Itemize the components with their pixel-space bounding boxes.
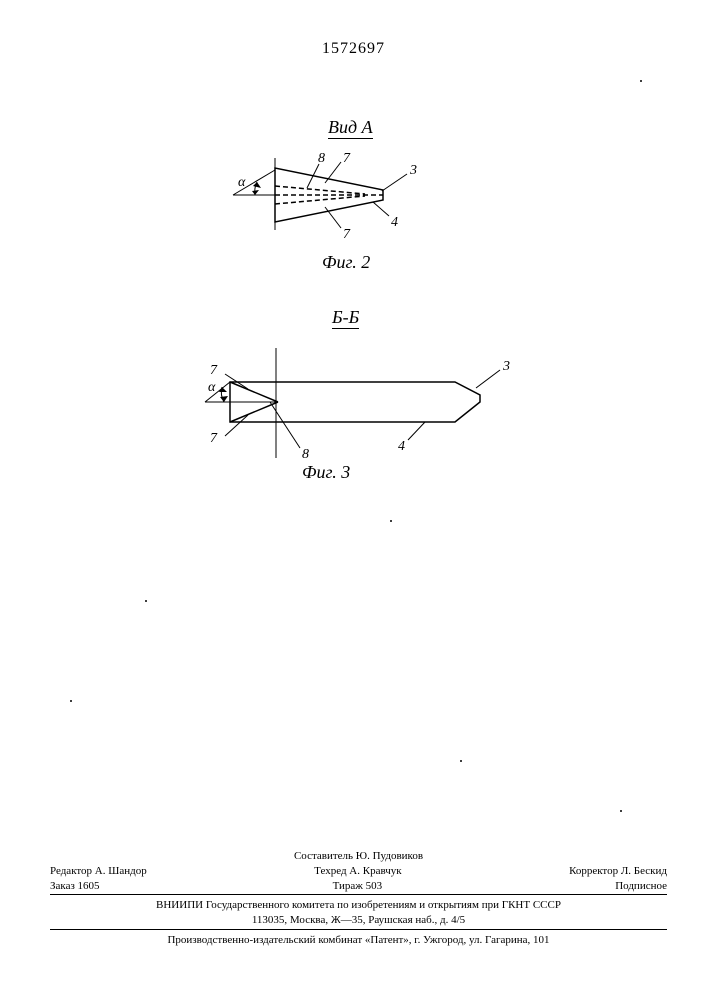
patent-number: 1572697 bbox=[0, 40, 707, 58]
label-3-3: 3 bbox=[502, 359, 510, 374]
label-7-bottom: 7 bbox=[343, 227, 351, 242]
footer: Составитель Ю. Пудовиков Редактор А. Шан… bbox=[50, 849, 667, 948]
footer-podpisnoe: Подписное bbox=[615, 879, 667, 894]
noise-dot bbox=[145, 600, 147, 602]
label-alpha: α bbox=[238, 175, 246, 190]
footer-compiler: Составитель Ю. Пудовиков bbox=[50, 849, 667, 864]
label-4: 4 bbox=[391, 215, 398, 230]
footer-order: Заказ 1605 bbox=[50, 879, 100, 894]
noise-dot bbox=[620, 810, 622, 812]
section-bb-title: Б-Б bbox=[332, 307, 359, 328]
fig3-caption: Фиг. 3 bbox=[302, 462, 350, 483]
footer-tirazh: Тираж 503 bbox=[333, 879, 383, 894]
label-8-3: 8 bbox=[302, 447, 309, 462]
fig2-caption: Фиг. 2 bbox=[322, 252, 370, 273]
patent-page: 1572697 Вид А bbox=[0, 0, 707, 1000]
noise-dot bbox=[460, 760, 462, 762]
figure-2: α 8 7 7 3 4 bbox=[215, 150, 495, 260]
label-7-top-3: 7 bbox=[210, 363, 218, 378]
noise-dot bbox=[70, 700, 72, 702]
noise-dot bbox=[640, 80, 642, 82]
label-4-3: 4 bbox=[398, 439, 405, 454]
footer-line2: 113035, Москва, Ж—35, Раушская наб., д. … bbox=[50, 913, 667, 928]
footer-line3: Производственно-издательский комбинат «П… bbox=[50, 933, 667, 948]
label-8: 8 bbox=[318, 151, 325, 166]
label-7-top: 7 bbox=[343, 151, 351, 166]
footer-editor: Редактор А. Шандор bbox=[50, 864, 147, 879]
footer-line1: ВНИИПИ Государственного комитета по изоб… bbox=[50, 898, 667, 913]
view-a-title: Вид А bbox=[328, 117, 373, 138]
figure-3: α 7 7 8 3 4 bbox=[170, 340, 530, 480]
footer-techred: Техред А. Кравчук bbox=[314, 864, 401, 879]
noise-dot bbox=[390, 520, 392, 522]
footer-corrector: Корректор Л. Бескид bbox=[569, 864, 667, 879]
label-3: 3 bbox=[409, 163, 417, 178]
label-alpha-3: α bbox=[208, 380, 216, 395]
label-7-bottom-3: 7 bbox=[210, 431, 218, 446]
